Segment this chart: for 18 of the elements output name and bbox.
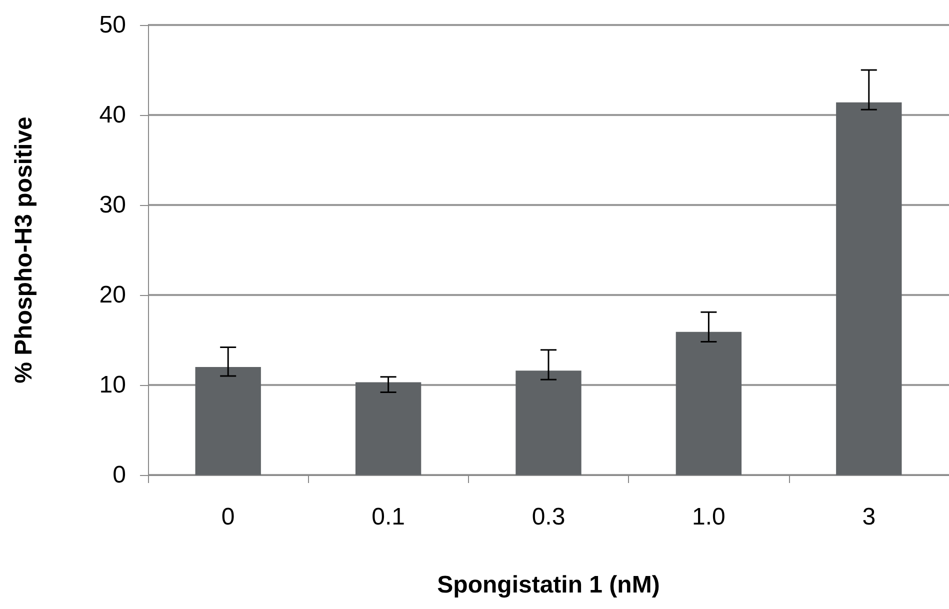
- x-tick-label: 0.3: [532, 504, 566, 530]
- bar: [355, 382, 422, 475]
- y-tick-label: 40: [99, 102, 126, 128]
- y-tick-label: 0: [112, 462, 126, 488]
- y-tick-label: 10: [99, 372, 126, 398]
- y-tick-label: 50: [99, 12, 126, 38]
- y-axis-title: % Phospho-H3 positive: [10, 116, 38, 384]
- bar: [676, 332, 742, 475]
- bar: [516, 370, 582, 475]
- x-tick-label: 0: [221, 504, 235, 530]
- x-tick-label: 1.0: [692, 504, 726, 530]
- bar: [195, 367, 261, 475]
- bar: [836, 102, 902, 475]
- y-tick-label: 20: [99, 282, 126, 308]
- x-axis-title: Spongistatin 1 (nM): [437, 572, 660, 598]
- y-tick-label: 30: [99, 192, 126, 218]
- x-tick-label: 3: [862, 504, 876, 530]
- x-tick-label: 0.1: [372, 504, 405, 530]
